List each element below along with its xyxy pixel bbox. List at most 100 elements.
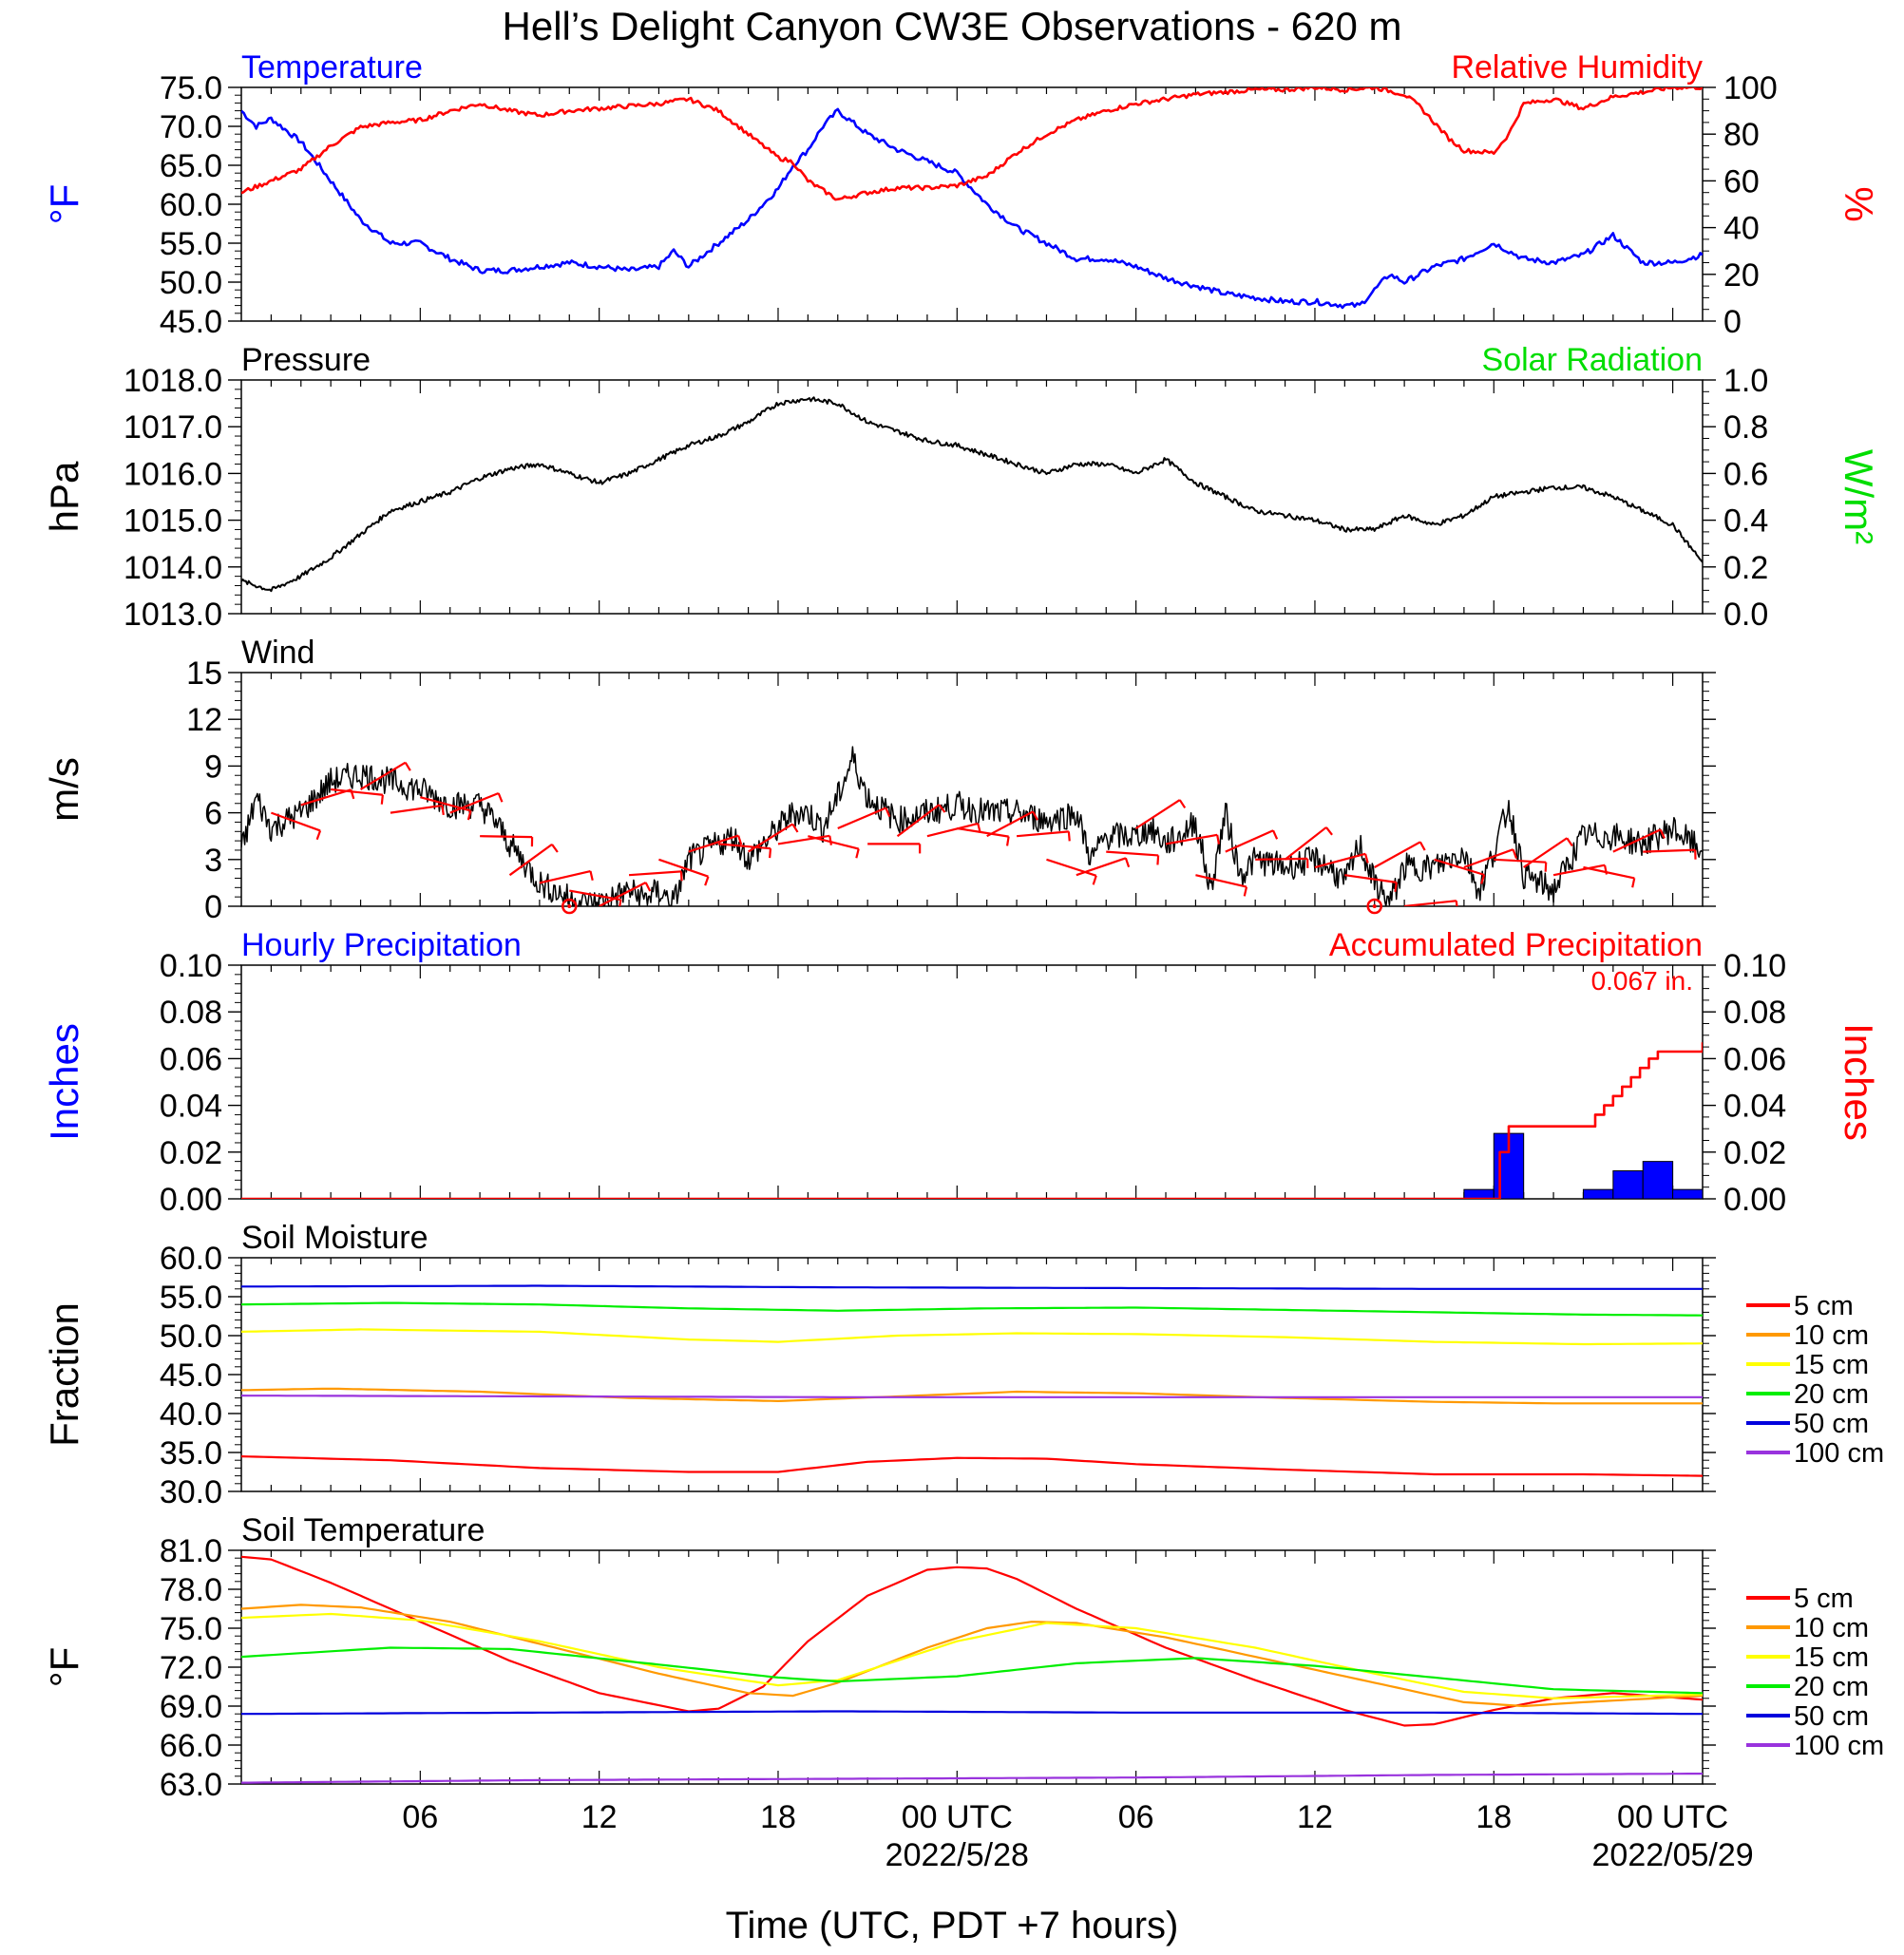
wind-barb-staff bbox=[1552, 864, 1606, 877]
wind-barb bbox=[1404, 900, 1458, 906]
wind-barb-staff bbox=[808, 835, 859, 850]
plot-frame bbox=[240, 1257, 1704, 1492]
wind-barb-staff bbox=[271, 811, 321, 832]
y-ticks: 45.050.055.060.065.070.075.0 0 20 40 60 80 100 bbox=[160, 70, 1778, 340]
precip-bar bbox=[1642, 1161, 1674, 1199]
wind-barb-staff bbox=[1016, 830, 1069, 838]
wind-barb bbox=[1344, 874, 1398, 892]
wind-barb bbox=[508, 843, 559, 877]
series-line bbox=[241, 1555, 1703, 1727]
wind-barb-flag bbox=[1005, 836, 1010, 846]
wind-barb-staff bbox=[1076, 857, 1127, 877]
wind-barb bbox=[748, 823, 799, 853]
wind-barb-staff bbox=[688, 834, 739, 853]
wind-barb-staff bbox=[599, 882, 647, 906]
wind-barb bbox=[1135, 799, 1187, 829]
panel-left-title: Hourly Precipitation bbox=[241, 927, 522, 963]
wind-barb-flag bbox=[791, 823, 799, 833]
wind-barb-staff bbox=[1463, 848, 1514, 869]
y-tick-label: 55.0 bbox=[160, 226, 222, 262]
wind-barb-staff bbox=[539, 869, 591, 884]
wind-barb-staff bbox=[1494, 858, 1547, 864]
series-line bbox=[241, 87, 1703, 201]
y2-axis-label: W/m² bbox=[1837, 449, 1881, 544]
wind-barb-flag bbox=[704, 876, 710, 886]
y-tick-label: 1014.0 bbox=[124, 550, 222, 586]
plot-area bbox=[241, 1284, 1703, 1477]
y2-tick-label: 20 bbox=[1723, 257, 1760, 294]
wind-barb-staff bbox=[1612, 828, 1662, 853]
wind-barb bbox=[896, 804, 946, 838]
wind-barb bbox=[718, 843, 772, 859]
x-ticks bbox=[270, 1550, 1674, 1784]
series-line bbox=[241, 1301, 1703, 1317]
y-tick-label: 75.0 bbox=[160, 1611, 222, 1647]
y2-tick-label: 0.2 bbox=[1723, 550, 1768, 586]
y2-tick-label: 0.04 bbox=[1723, 1089, 1786, 1125]
wind-barb-flag bbox=[1272, 829, 1279, 840]
wind-barb-staff bbox=[957, 826, 1009, 838]
x-tick-label: 06 bbox=[1118, 1799, 1154, 1835]
wind-barb bbox=[539, 869, 594, 884]
panel-left-title: Soil Moisture bbox=[241, 1220, 428, 1256]
series-line bbox=[241, 1395, 1703, 1398]
wind-barb-flag bbox=[769, 848, 772, 859]
wind-barb-flag bbox=[1566, 837, 1573, 847]
series-line bbox=[241, 1773, 1703, 1784]
y-tick-label: 50.0 bbox=[160, 1319, 222, 1355]
y-axis-label: °F bbox=[42, 1647, 86, 1687]
wind-barb-staff bbox=[480, 835, 533, 839]
panel-right-title: Relative Humidity bbox=[1451, 49, 1703, 85]
y-axis-label: Fraction bbox=[42, 1302, 86, 1447]
y2-tick-label: 40 bbox=[1723, 211, 1760, 247]
wind-barb-staff bbox=[390, 804, 443, 814]
x-ticks bbox=[270, 1258, 1674, 1491]
plot-area bbox=[241, 87, 1703, 310]
x-tick-label: 00 UTC bbox=[902, 1799, 1013, 1835]
wind-barb-staff bbox=[777, 834, 830, 845]
wind-barb-flag bbox=[1067, 831, 1071, 842]
series-line bbox=[241, 746, 1703, 906]
wind-barb-staff bbox=[748, 823, 793, 853]
y-tick-label: 75.0 bbox=[160, 70, 222, 106]
wind-barb bbox=[1046, 858, 1097, 885]
y-tick-label: 69.0 bbox=[160, 1689, 222, 1725]
panel-left-title: Temperature bbox=[241, 49, 423, 85]
panel-left-title: Pressure bbox=[241, 342, 371, 378]
wind-barb-staff bbox=[569, 889, 621, 902]
legend-label: 100 cm bbox=[1794, 1438, 1884, 1469]
y-tick-label: 15 bbox=[186, 655, 222, 692]
panel-pressure: 1013.0 1014.0 1015.0 1016.0 1017.0 1018.0 0.0 0… bbox=[42, 342, 1881, 633]
plot-area bbox=[241, 396, 1703, 593]
wind-barb bbox=[1643, 848, 1697, 860]
wind-barb-flag bbox=[551, 844, 559, 853]
calm-wind-marker-dot bbox=[1372, 904, 1377, 908]
series-line bbox=[241, 1284, 1703, 1290]
plot-frame bbox=[240, 86, 1704, 322]
wind-barb-staff bbox=[1106, 850, 1159, 857]
y2-axis-label: % bbox=[1837, 186, 1881, 221]
panel-right-title: Solar Radiation bbox=[1482, 342, 1703, 378]
wind-barb-staff bbox=[1165, 833, 1218, 845]
y-tick-label: 78.0 bbox=[160, 1572, 222, 1608]
x-ticks bbox=[270, 380, 1674, 614]
panel-precip: 0.00 0.02 0.04 0.06 0.08 0.10 0.00 0.02 0.04 0.06… bbox=[42, 927, 1881, 1218]
y-tick-label: 1013.0 bbox=[124, 597, 222, 633]
y-tick-label: 3 bbox=[204, 843, 222, 879]
y-tick-label: 1017.0 bbox=[124, 409, 222, 446]
wind-barb bbox=[480, 835, 534, 847]
wind-barb-flag bbox=[1364, 853, 1369, 864]
y-tick-label: 30.0 bbox=[160, 1474, 222, 1510]
wind-barb-staff bbox=[331, 788, 383, 796]
wind-barb-flag bbox=[938, 804, 946, 813]
wind-barb-flag bbox=[1216, 834, 1221, 845]
wind-barb-staff bbox=[1195, 874, 1247, 888]
x-tick-label: 18 bbox=[1476, 1799, 1512, 1835]
y-tick-label: 72.0 bbox=[160, 1650, 222, 1686]
wind-barb-flag bbox=[1544, 862, 1548, 872]
wind-barb bbox=[1225, 829, 1279, 853]
wind-barb-staff bbox=[508, 843, 553, 877]
y2-tick-label: 0.06 bbox=[1723, 1041, 1786, 1077]
legend-label: 15 cm bbox=[1794, 1350, 1869, 1380]
